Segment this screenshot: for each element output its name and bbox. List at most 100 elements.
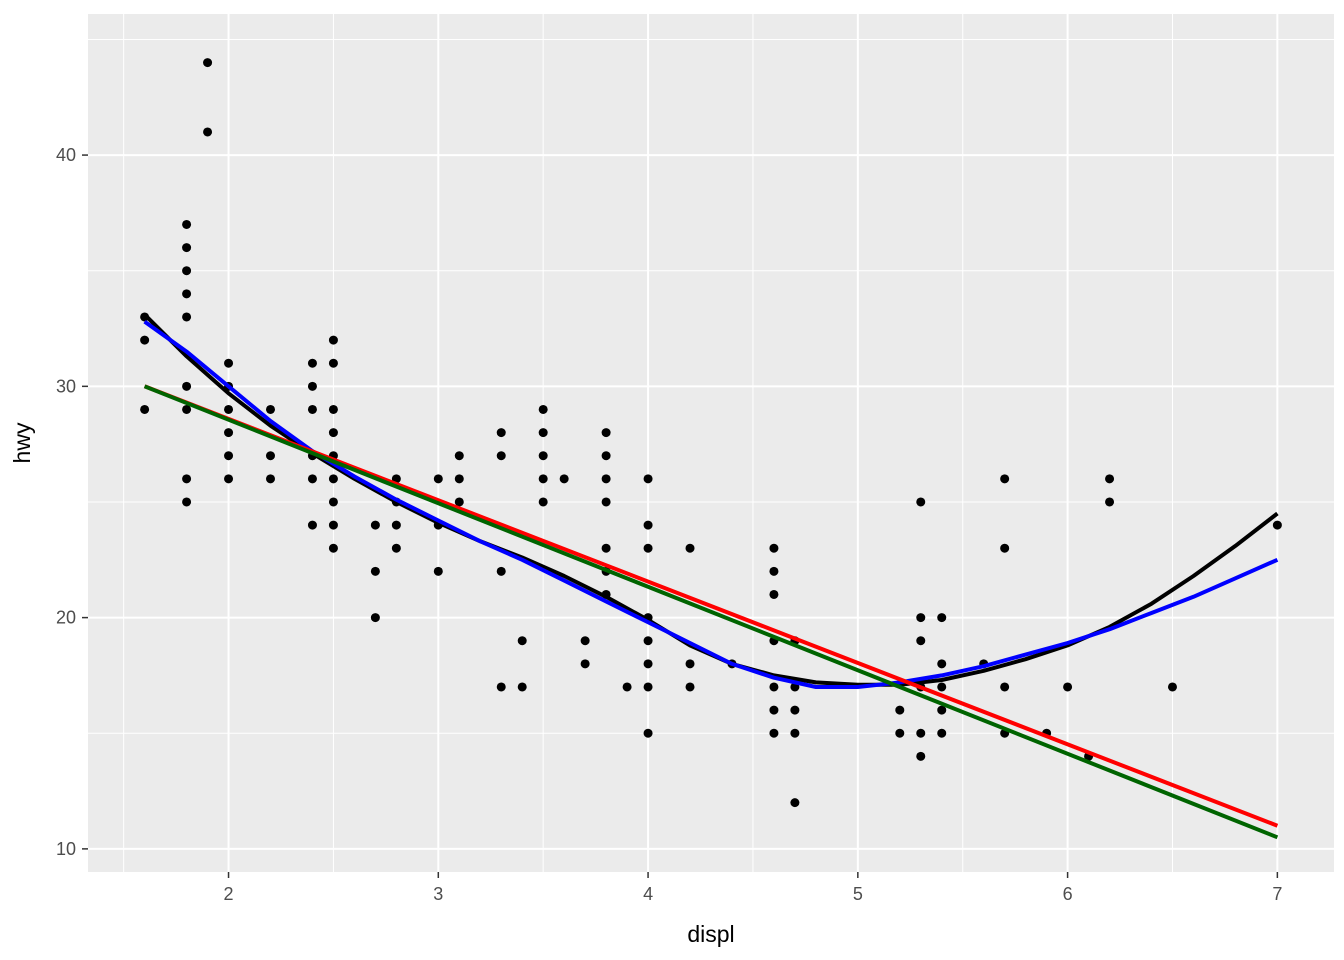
scatter-point bbox=[517, 682, 527, 692]
scatter-point bbox=[1000, 474, 1010, 484]
scatter-point bbox=[790, 705, 800, 715]
scatter-point bbox=[916, 497, 926, 507]
scatter-point bbox=[224, 428, 234, 438]
scatter-point bbox=[580, 636, 590, 646]
scatter-point bbox=[224, 404, 234, 414]
x-tick-label: 6 bbox=[1063, 884, 1073, 904]
scatter-point bbox=[328, 497, 338, 507]
scatter-point bbox=[916, 636, 926, 646]
scatter-point bbox=[496, 451, 506, 461]
scatter-point bbox=[937, 705, 947, 715]
y-axis: 10 20 30 40 bbox=[56, 145, 88, 859]
y-axis-title: hwy bbox=[9, 422, 35, 463]
x-tick-label: 4 bbox=[643, 884, 653, 904]
scatter-point bbox=[517, 636, 527, 646]
scatter-point bbox=[685, 659, 695, 669]
scatter-point bbox=[496, 566, 506, 576]
scatter-point bbox=[769, 589, 779, 599]
scatter-point bbox=[559, 474, 569, 484]
scatter-point bbox=[307, 404, 317, 414]
plot-panel bbox=[88, 14, 1334, 872]
scatter-point bbox=[769, 728, 779, 738]
scatter-point bbox=[601, 451, 611, 461]
scatter-point bbox=[643, 636, 653, 646]
scatter-point bbox=[307, 381, 317, 391]
minor-gridlines bbox=[88, 14, 1334, 872]
scatter-point bbox=[643, 659, 653, 669]
scatter-point bbox=[224, 474, 234, 484]
scatter-point bbox=[328, 428, 338, 438]
scatter-point bbox=[538, 497, 548, 507]
scatter-point bbox=[328, 520, 338, 530]
scatter-point bbox=[391, 543, 401, 553]
smooth-lines bbox=[143, 313, 1279, 840]
scatter-point bbox=[685, 682, 695, 692]
scatter-point bbox=[203, 127, 213, 137]
scatter-point bbox=[454, 497, 464, 507]
scatter-point bbox=[182, 497, 192, 507]
scatter-point bbox=[496, 682, 506, 692]
x-axis: 2 3 4 5 6 7 bbox=[224, 872, 1282, 904]
y-tick-label: 30 bbox=[56, 376, 76, 396]
scatter-point bbox=[538, 451, 548, 461]
scatter-point bbox=[895, 705, 905, 715]
scatter-point bbox=[433, 566, 443, 576]
y-tick-label: 20 bbox=[56, 608, 76, 628]
scatter-point bbox=[643, 543, 653, 553]
scatter-point bbox=[601, 474, 611, 484]
scatter-point bbox=[182, 381, 192, 391]
scatter-point bbox=[538, 428, 548, 438]
y-tick-label: 10 bbox=[56, 839, 76, 859]
scatter-points bbox=[140, 58, 1282, 808]
scatter-point bbox=[601, 428, 611, 438]
scatter-point bbox=[769, 705, 779, 715]
scatter-point bbox=[454, 474, 464, 484]
scatter-point bbox=[538, 474, 548, 484]
scatter-point bbox=[391, 520, 401, 530]
scatter-point bbox=[370, 520, 380, 530]
scatter-point bbox=[895, 728, 905, 738]
scatter-point bbox=[224, 451, 234, 461]
scatter-point bbox=[916, 751, 926, 761]
scatter-point bbox=[182, 474, 192, 484]
scatter-point bbox=[643, 682, 653, 692]
scatter-point bbox=[203, 58, 213, 68]
scatter-point bbox=[790, 798, 800, 808]
x-axis-title: displ bbox=[687, 921, 734, 947]
x-tick-label: 2 bbox=[224, 884, 234, 904]
scatter-point bbox=[182, 312, 192, 322]
scatter-point bbox=[580, 659, 590, 669]
x-tick-label: 5 bbox=[853, 884, 863, 904]
scatter-point bbox=[370, 613, 380, 623]
scatter-point bbox=[328, 358, 338, 368]
x-tick-label: 7 bbox=[1272, 884, 1282, 904]
scatter-point bbox=[937, 682, 947, 692]
scatter-point bbox=[1105, 497, 1115, 507]
scatter-point bbox=[622, 682, 632, 692]
scatter-point bbox=[685, 543, 695, 553]
scatter-point bbox=[937, 728, 947, 738]
scatter-point bbox=[182, 266, 192, 276]
scatter-point bbox=[224, 358, 234, 368]
scatter-point bbox=[1000, 543, 1010, 553]
scatter-point bbox=[1063, 682, 1073, 692]
scatter-point bbox=[182, 404, 192, 414]
scatter-point bbox=[601, 543, 611, 553]
scatter-point bbox=[328, 335, 338, 345]
scatter-point bbox=[538, 404, 548, 414]
scatter-point bbox=[265, 474, 275, 484]
scatter-point bbox=[769, 566, 779, 576]
smooth-line-smooth-lm bbox=[143, 384, 1279, 840]
x-tick-label: 3 bbox=[433, 884, 443, 904]
scatter-point bbox=[265, 404, 275, 414]
scatter-point bbox=[328, 404, 338, 414]
scatter-point bbox=[140, 335, 150, 345]
scatter-point bbox=[1105, 474, 1115, 484]
scatter-point bbox=[769, 682, 779, 692]
scatter-point bbox=[643, 520, 653, 530]
scatter-point bbox=[182, 219, 192, 229]
smooth-line-smooth-loess bbox=[143, 319, 1279, 689]
scatter-point bbox=[307, 474, 317, 484]
scatter-point bbox=[140, 404, 150, 414]
